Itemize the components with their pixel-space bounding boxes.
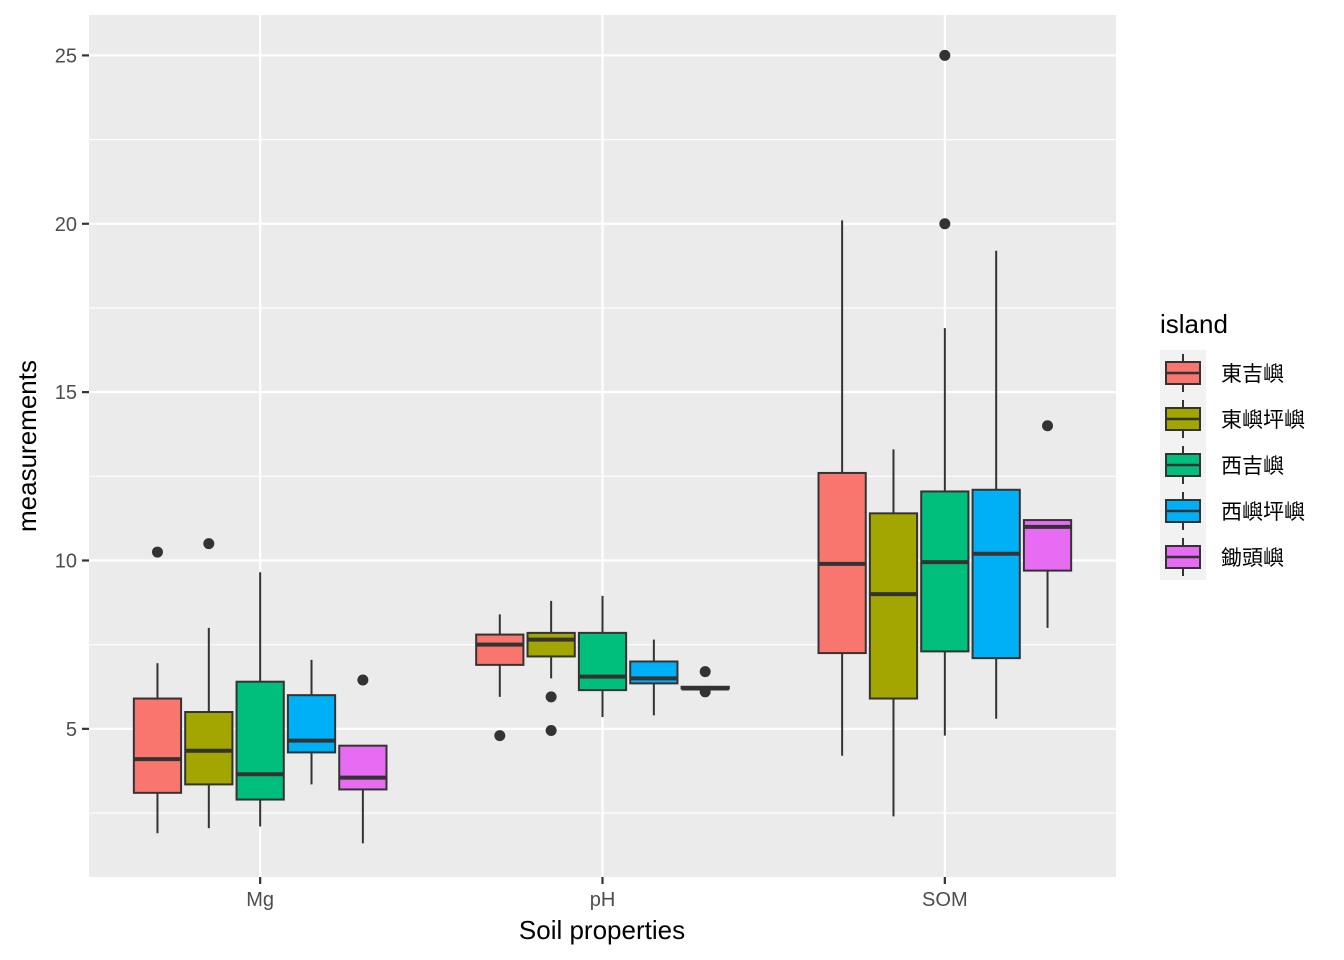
box-layer [132, 49, 1073, 844]
legend-item: 西嶼坪嶼 [1165, 492, 1305, 530]
box [868, 512, 919, 700]
outlier-point [494, 730, 506, 742]
legend-item: 東嶼坪嶼 [1165, 400, 1305, 438]
y-axis: 5 10 15 20 25 [55, 45, 89, 741]
box [286, 694, 337, 754]
box [338, 744, 388, 791]
box-group [577, 595, 628, 718]
outlier-point [939, 49, 951, 61]
box-group [132, 546, 183, 834]
legend-label: 西吉嶼 [1221, 455, 1284, 478]
legend-label: 鋤頭嶼 [1221, 547, 1284, 570]
outlier-point [151, 546, 163, 558]
x-tick-label: Mg [246, 889, 274, 911]
box [235, 680, 285, 801]
box-group [868, 449, 919, 817]
legend-title: island [1160, 309, 1228, 339]
box-group [1022, 420, 1073, 628]
y-tick-label: 20 [55, 214, 77, 236]
y-tick-label: 15 [55, 382, 77, 404]
outlier-point [203, 538, 215, 550]
outlier-point [699, 666, 711, 678]
x-axis: Mg pH SOM [246, 877, 968, 911]
y-tick-label: 10 [55, 550, 77, 572]
box-group [817, 220, 867, 756]
y-tick-label: 25 [55, 45, 77, 67]
box-group [184, 538, 234, 829]
box-group [526, 600, 576, 737]
box [132, 697, 183, 794]
outlier-point [357, 674, 369, 686]
outlier-point [545, 725, 557, 737]
box [184, 711, 234, 786]
box [920, 490, 970, 653]
box [971, 488, 1021, 660]
box-group [338, 674, 388, 844]
box-group [475, 614, 525, 742]
y-axis-title: measurements [12, 360, 42, 532]
box [475, 633, 525, 666]
box-group [629, 639, 679, 716]
box [526, 631, 576, 658]
box-group [971, 250, 1021, 719]
box-group [680, 666, 730, 698]
outlier-point [699, 686, 711, 698]
legend-item: 西吉嶼 [1165, 446, 1284, 484]
legend-label: 東嶼坪嶼 [1221, 409, 1305, 432]
outlier-point [1042, 420, 1054, 432]
outlier-point [545, 691, 557, 703]
box [577, 631, 628, 692]
outlier-point [939, 218, 951, 230]
x-axis-title: Soil properties [519, 915, 685, 945]
box-group [920, 49, 970, 736]
legend-item: 鋤頭嶼 [1165, 538, 1284, 576]
x-tick-label: SOM [922, 889, 968, 911]
x-tick-label: pH [590, 889, 616, 911]
box-group [235, 572, 285, 827]
box-group [286, 659, 337, 785]
legend-label: 東吉嶼 [1221, 363, 1284, 386]
legend-label: 西嶼坪嶼 [1221, 501, 1305, 524]
y-tick-label: 5 [66, 719, 77, 741]
legend-item: 東吉嶼 [1165, 354, 1284, 392]
